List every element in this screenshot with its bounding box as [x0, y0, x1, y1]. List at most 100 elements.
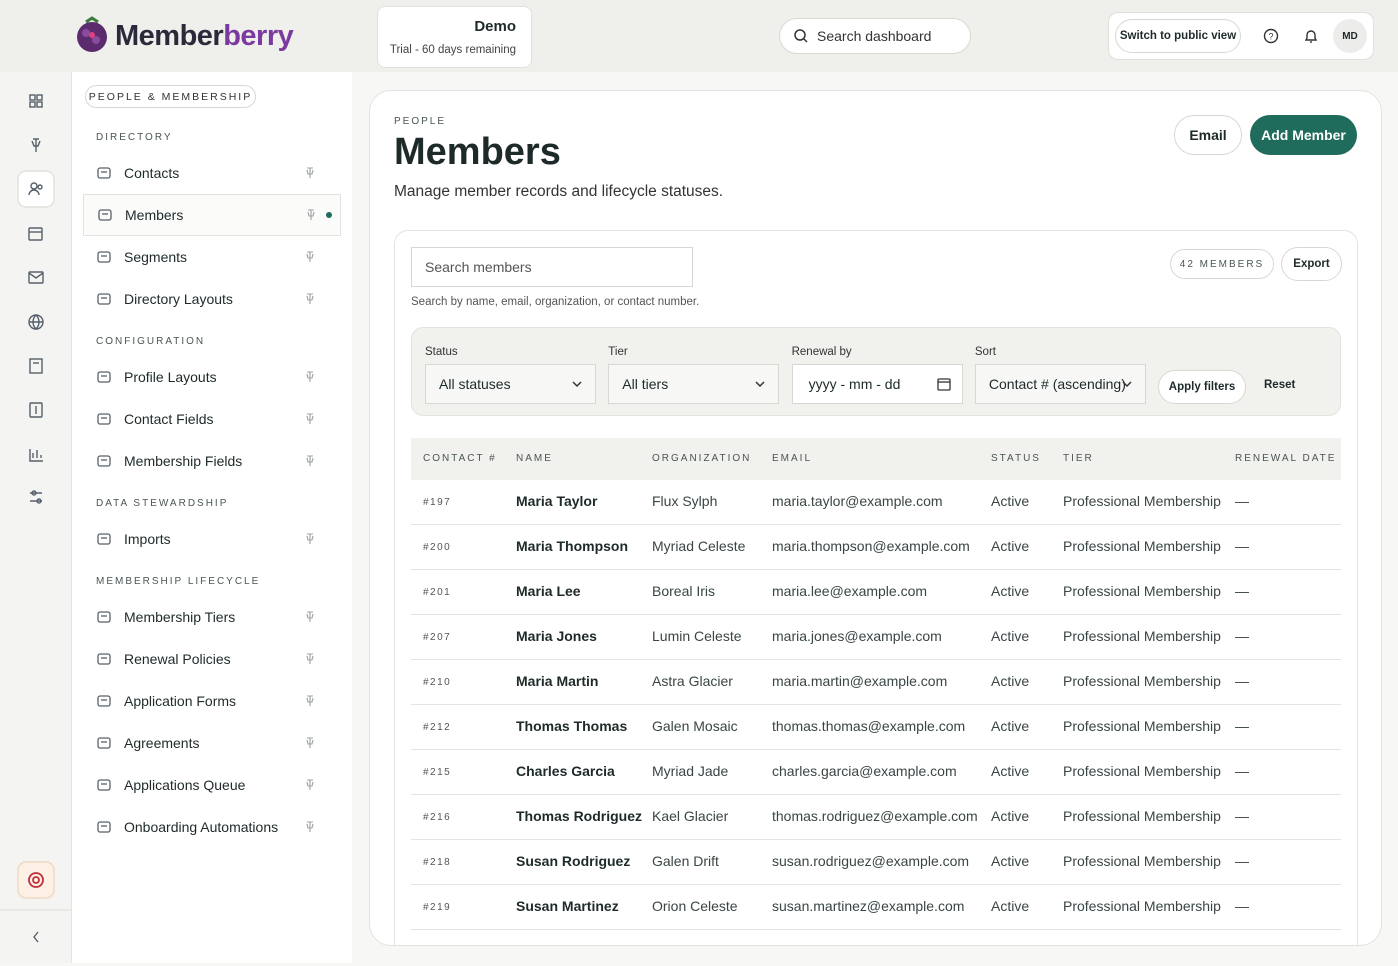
renewal-date: —	[1235, 808, 1249, 824]
filter-select[interactable]: All statuses	[425, 364, 596, 404]
table-row[interactable]: #216 Thomas Rodriguez Kael Glacier thomas.r…	[411, 795, 1341, 840]
nav-item[interactable]: Renewal Policies	[83, 638, 341, 680]
renewal-date: —	[1235, 763, 1249, 779]
help-icon[interactable]: ?	[1263, 28, 1279, 44]
organization: Lumin Celeste	[652, 628, 742, 644]
pin-icon	[306, 653, 314, 664]
nav-item[interactable]: Profile Layouts	[83, 356, 341, 398]
nav-item[interactable]: Onboarding Automations	[83, 806, 341, 848]
pin-icon	[306, 821, 314, 832]
nav-group-label: CONFIGURATION	[96, 336, 206, 347]
renewal-date: —	[1235, 493, 1249, 509]
column-header: RENEWAL DATE	[1235, 453, 1337, 464]
email: maria.taylor@example.com	[772, 493, 943, 509]
column-header: ORGANIZATION	[652, 453, 752, 464]
member-search[interactable]: Search members	[411, 247, 693, 287]
nav-item[interactable]: Application Forms	[83, 680, 341, 722]
avatar[interactable]: MD	[1333, 19, 1367, 53]
nav-icon	[97, 533, 111, 545]
reset-button[interactable]: Reset	[1264, 379, 1296, 391]
tier: Professional Membership	[1063, 943, 1221, 945]
nav-item[interactable]: Directory Layouts	[83, 278, 341, 320]
member-count: 42 MEMBERS	[1170, 249, 1274, 279]
organization: Myriad Celeste	[652, 538, 746, 554]
nav-item[interactable]: Imports	[83, 518, 341, 560]
nav-item-label: Application Forms	[124, 693, 237, 709]
status: Active	[991, 583, 1030, 599]
pin-icon	[306, 533, 314, 544]
table-row[interactable]: #210 Maria Martin Astra Glacier maria.marti…	[411, 660, 1341, 705]
table-row[interactable]: #197 Maria Taylor Flux Sylph maria.taylor@e…	[411, 480, 1341, 525]
nav-item[interactable]: Agreements	[83, 722, 341, 764]
renewal-date: —	[1235, 943, 1249, 945]
filter-label: Sort	[974, 346, 996, 358]
nav-item-label: Renewal Policies	[124, 651, 231, 667]
renewal-date: —	[1235, 718, 1249, 734]
export-button[interactable]: Export	[1281, 247, 1342, 281]
member-name: Susan Rodriguez	[516, 853, 631, 869]
table-row[interactable]: #207 Maria Jones Lumin Celeste maria.jones@…	[411, 615, 1341, 660]
nav-item-label: Imports	[124, 531, 171, 547]
email: susan.rodriguez@example.com	[772, 853, 970, 869]
status: Active	[991, 763, 1030, 779]
organization: Orion Celeste	[652, 898, 738, 914]
filter-select[interactable]: All tiers	[608, 364, 780, 404]
member-name: Thomas Rodriguez	[516, 808, 643, 824]
nav-item[interactable]: Membership Tiers	[83, 596, 341, 638]
nav-item[interactable]: Members	[83, 194, 341, 236]
table-row[interactable]: #212 Thomas Thomas Galen Mosaic thomas.thom…	[411, 705, 1341, 750]
filter-select[interactable]: yyyy - mm - dd	[791, 364, 963, 404]
contact-number: #215	[423, 767, 452, 778]
filter-value: All statuses	[439, 376, 511, 392]
filter-select[interactable]: Contact # (ascending)	[974, 364, 1146, 404]
nav-item[interactable]: Segments	[83, 236, 341, 278]
table-row[interactable]: #219 Susan Martinez Orion Celeste susan.mar…	[411, 885, 1341, 930]
page-title: Members	[394, 131, 561, 173]
nav: DIRECTORY Contacts Members Segments Director…	[83, 116, 341, 848]
nav-item-label: Contacts	[124, 165, 180, 181]
tier: Professional Membership	[1063, 898, 1221, 914]
pin-icon	[306, 251, 314, 262]
filter-label: Tier	[608, 346, 628, 358]
table-row[interactable]: #201 Maria Lee Boreal Iris maria.lee@exampl…	[411, 570, 1341, 615]
table-row[interactable]: #215 Charles Garcia Myriad Jade charles.gar…	[411, 750, 1341, 795]
tier: Professional Membership	[1063, 493, 1221, 509]
chevron-icon	[1122, 381, 1132, 388]
apply-filters-button[interactable]: Apply filters	[1158, 370, 1246, 404]
member-name: Maria Martin	[516, 673, 599, 689]
contact-number: #210	[423, 677, 452, 688]
chevron-icon	[755, 381, 765, 388]
organization: Myriad Jade	[652, 763, 729, 779]
pin-icon	[306, 371, 314, 382]
organization: Boreal Iris	[652, 583, 716, 599]
table-row[interactable]: #218 Susan Rodriguez Galen Drift susan.rodr…	[411, 840, 1341, 885]
nav-item[interactable]: Applications Queue	[83, 764, 341, 806]
status: Active	[991, 898, 1030, 914]
status: Active	[991, 493, 1030, 509]
header-actions: Switch to public view ? MD	[1108, 12, 1374, 60]
add-member-button[interactable]: Add Member	[1250, 115, 1357, 155]
org-switcher[interactable]: Demo Trial - 60 days remaining	[377, 6, 532, 68]
public-view-button[interactable]: Switch to public view	[1115, 19, 1241, 53]
email-button[interactable]: Email	[1174, 115, 1242, 155]
dashboard-search[interactable]: Search dashboard	[779, 18, 971, 54]
nav-item[interactable]: Contact Fields	[83, 398, 341, 440]
nav-item[interactable]: Contacts	[83, 152, 341, 194]
table-row[interactable]: #221Barbara MartinezAstra Glacierbarbara…	[411, 930, 1341, 945]
top-bar: Memberberry Demo Trial - 60 days remaini…	[0, 0, 1398, 72]
nav-icon	[97, 167, 111, 179]
chevron-icon	[572, 381, 582, 388]
nav-item[interactable]: Membership Fields	[83, 440, 341, 482]
notifications-icon[interactable]	[1303, 28, 1319, 44]
search-placeholder: Search dashboard	[817, 28, 932, 44]
contact-number: #219	[423, 902, 452, 913]
search-icon	[794, 29, 808, 43]
member-name: Susan Martinez	[516, 898, 619, 914]
email: maria.martin@example.com	[772, 673, 948, 689]
status: Active	[991, 673, 1030, 689]
nav-icon	[97, 695, 111, 707]
table-row[interactable]: #200 Maria Thompson Myriad Celeste maria.th…	[411, 525, 1341, 570]
table-header: CONTACT # NAME ORGANIZATION EMAIL STATUS TIER…	[411, 438, 1341, 480]
column-header: CONTACT #	[423, 453, 497, 464]
